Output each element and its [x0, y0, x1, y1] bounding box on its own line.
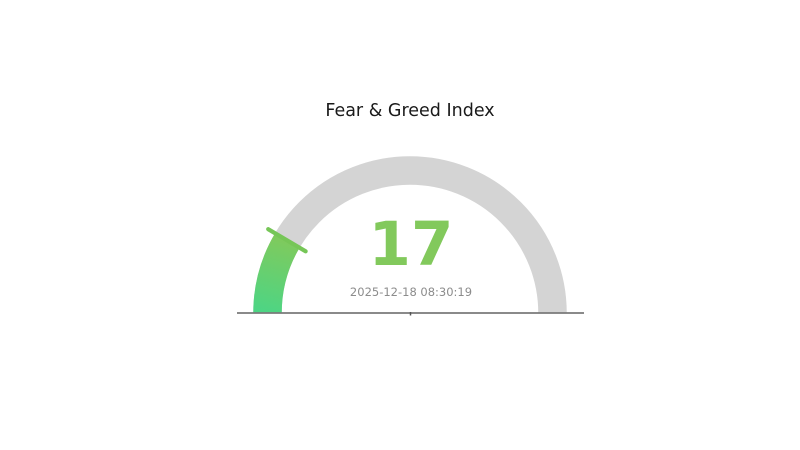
- gauge-timestamp: 2025-12-18 08:30:19: [349, 285, 473, 299]
- gauge-pointer: [266, 227, 308, 254]
- gauge-value-number: 17: [368, 209, 454, 280]
- chart-title: Fear & Greed Index: [325, 101, 495, 121]
- gauge-value-arc: [253, 233, 300, 314]
